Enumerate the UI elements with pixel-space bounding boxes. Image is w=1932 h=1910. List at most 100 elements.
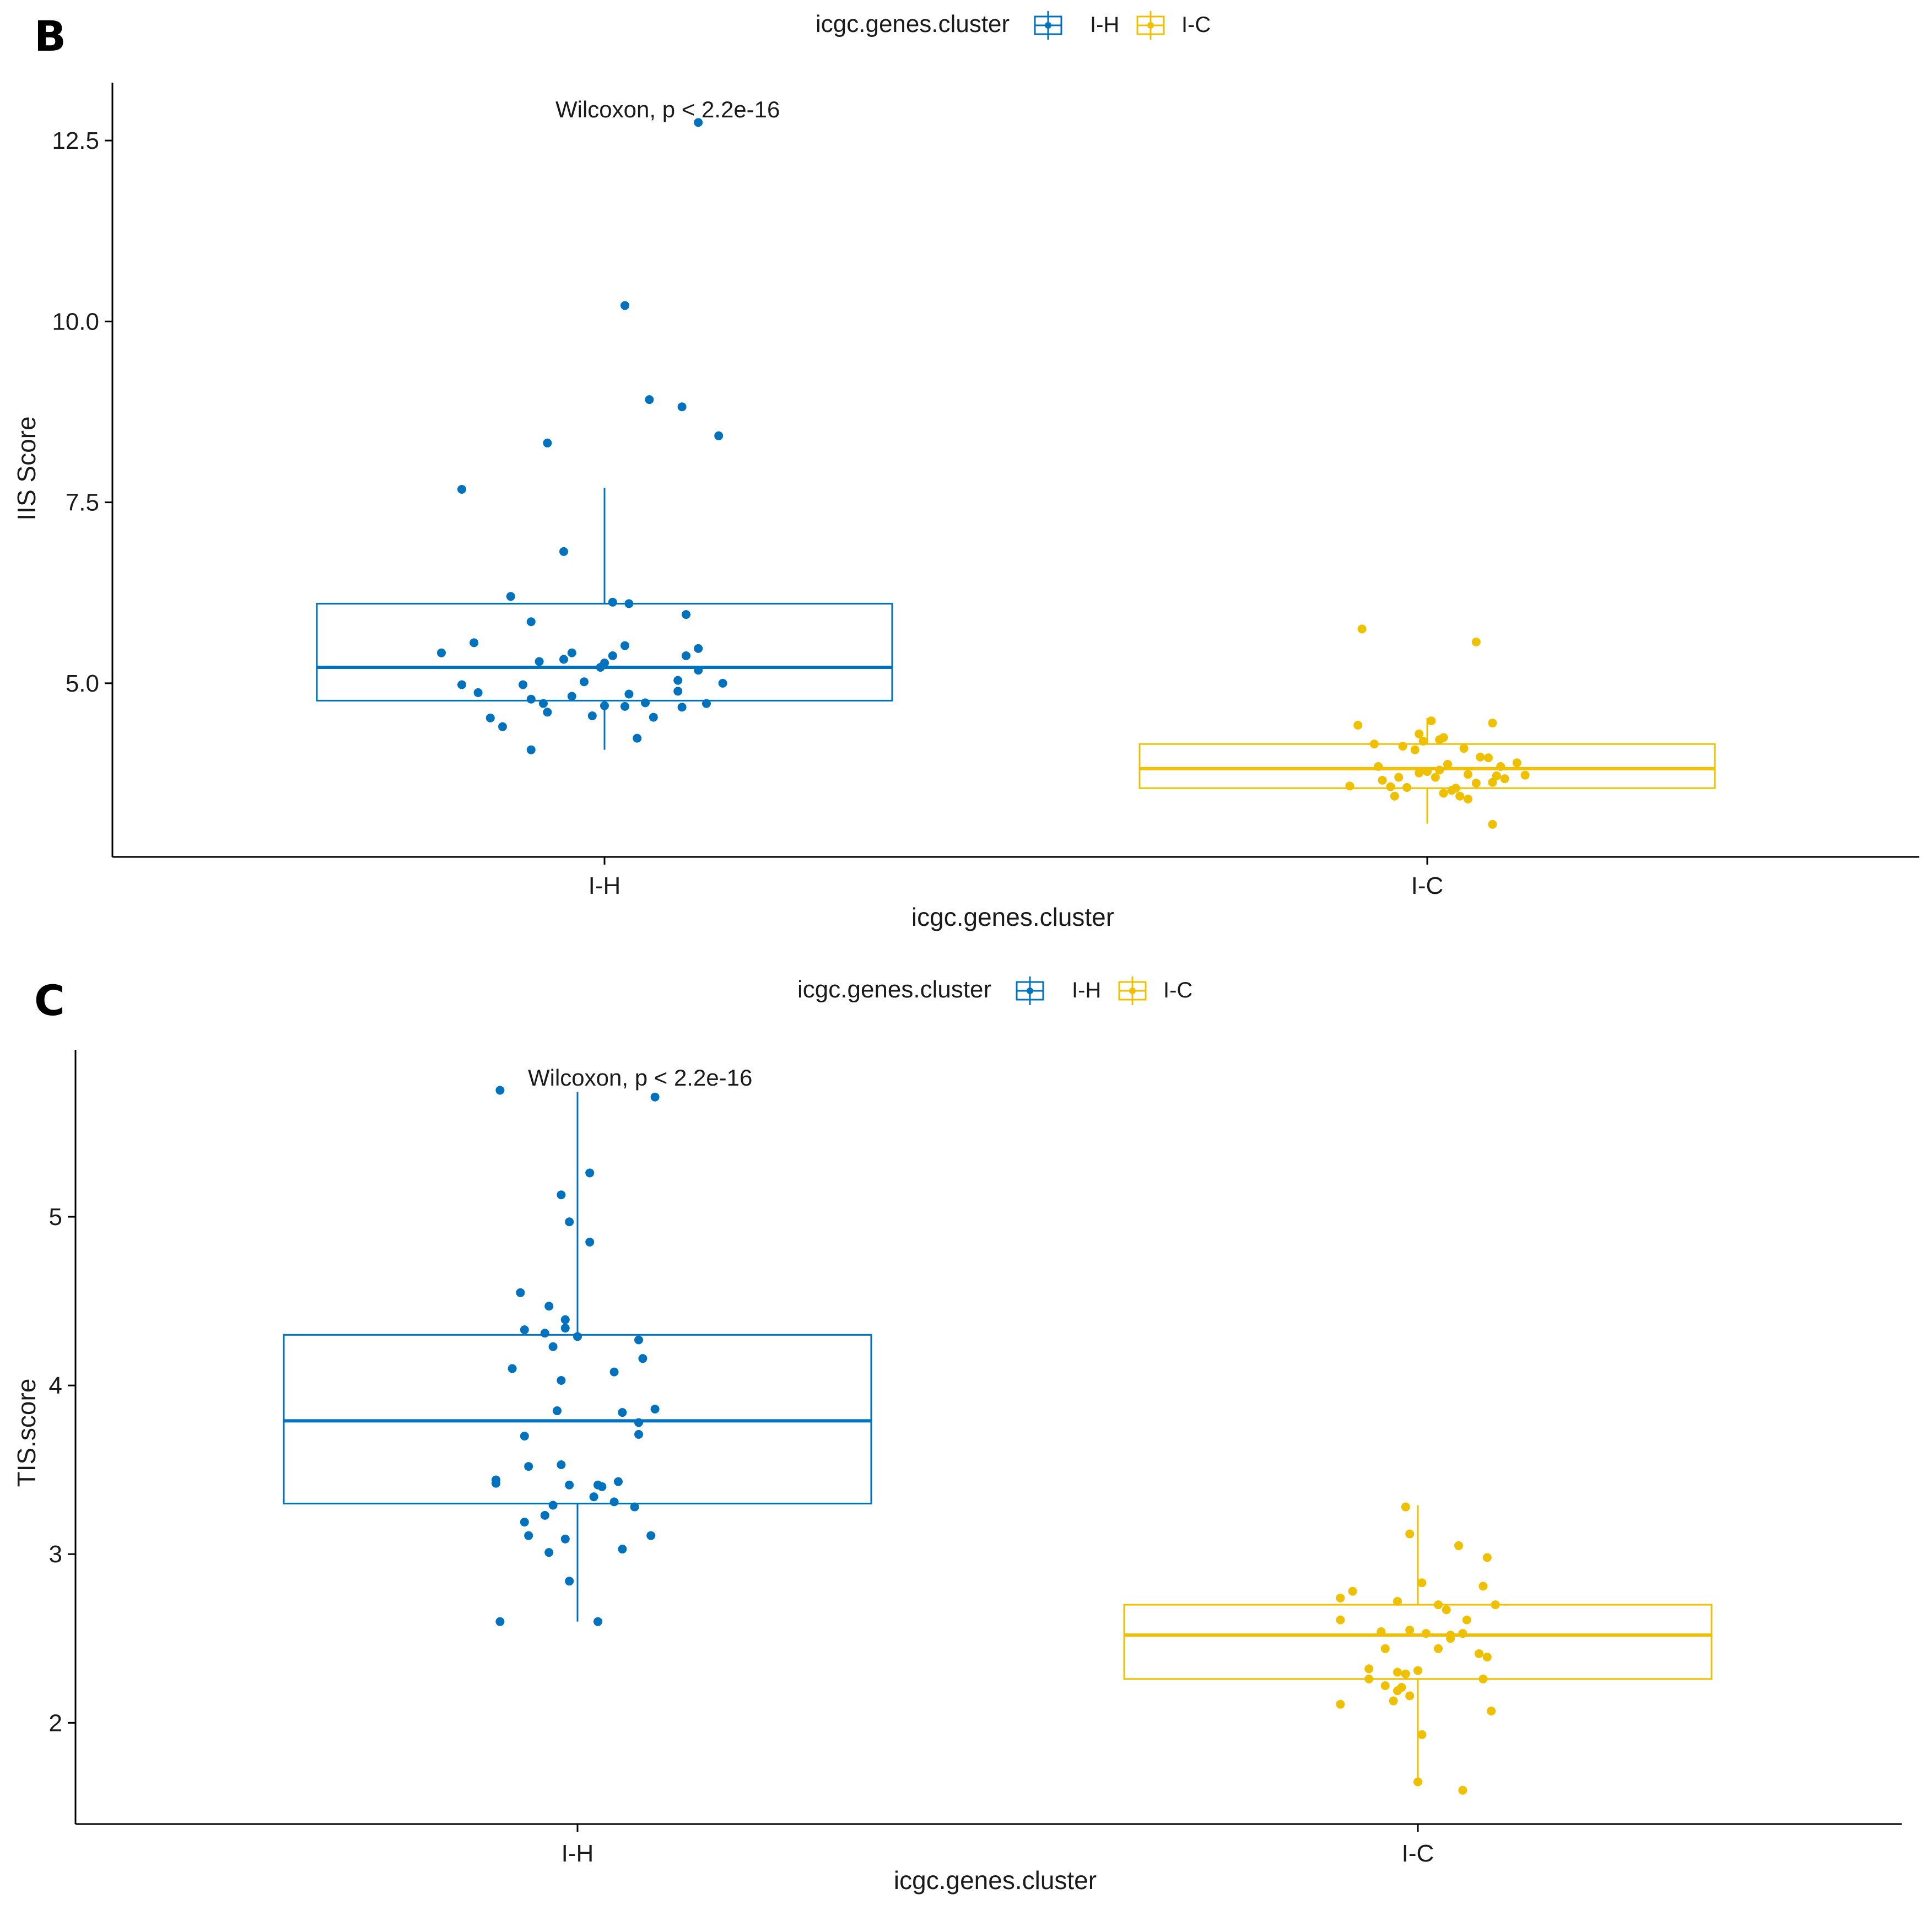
y-tick-label: 10.0	[52, 308, 99, 335]
data-point	[1413, 1777, 1422, 1787]
data-point	[714, 431, 724, 440]
data-point	[587, 711, 597, 720]
x-axis-title: icgc.genes.cluster	[911, 903, 1114, 931]
data-point	[677, 703, 687, 712]
data-point	[520, 1431, 529, 1440]
data-point	[1401, 1502, 1410, 1512]
data-point	[1357, 624, 1367, 634]
data-point	[1393, 1668, 1402, 1677]
data-point	[492, 1479, 500, 1488]
data-point	[1431, 773, 1440, 782]
x-tick-label: I-H	[562, 1840, 594, 1867]
data-point	[560, 1534, 570, 1544]
data-point	[1500, 774, 1509, 784]
data-point	[516, 1288, 525, 1297]
data-point	[565, 1480, 574, 1490]
plot-area: 2 3 4 5 I-H I-C Wilcoxon, p < 2.2e-16	[49, 1050, 1902, 1867]
data-point	[495, 1086, 505, 1095]
data-point	[630, 1502, 639, 1512]
data-point	[620, 301, 629, 310]
data-point	[718, 678, 727, 688]
data-point	[1478, 1582, 1488, 1591]
data-point	[1423, 767, 1432, 776]
data-point	[1336, 1593, 1345, 1603]
data-point	[565, 1577, 574, 1586]
data-point	[1446, 1631, 1455, 1640]
plot-area: 5.0 7.5 10.0 12.5 I-H I-C Wilcoxon, p < 2.2e-1…	[52, 83, 1919, 899]
data-point	[618, 1545, 627, 1554]
data-point	[457, 484, 466, 494]
data-point	[485, 713, 495, 722]
data-point	[1458, 1785, 1467, 1795]
data-point	[1471, 779, 1481, 788]
data-point	[1482, 1652, 1492, 1661]
y-tick-label: 5.0	[66, 670, 99, 697]
data-point	[1464, 770, 1472, 779]
data-point	[641, 698, 650, 708]
data-point	[694, 644, 703, 653]
data-point	[589, 1492, 598, 1502]
box-iqr	[316, 602, 893, 702]
data-point	[524, 1531, 533, 1540]
data-point	[633, 733, 642, 743]
data-point	[1378, 775, 1387, 785]
data-point	[645, 395, 654, 404]
data-point	[1451, 784, 1460, 793]
data-point	[620, 641, 629, 650]
legend-title: icgc.genes.cluster	[797, 976, 991, 1003]
data-point	[1364, 1664, 1374, 1674]
data-point	[437, 648, 446, 657]
box-iqr	[1123, 1604, 1713, 1680]
legend: icgc.genes.cluster I-H I-C	[797, 976, 1192, 1005]
data-point	[1390, 791, 1399, 801]
data-point	[694, 118, 703, 127]
data-point	[580, 677, 589, 687]
data-point	[1364, 1674, 1374, 1684]
data-point	[620, 702, 629, 711]
data-point	[1512, 758, 1521, 768]
y-tick-label: 12.5	[52, 127, 99, 154]
box-i-h	[283, 1086, 872, 1626]
data-point	[540, 1329, 549, 1338]
data-point	[646, 1531, 656, 1540]
data-point	[1398, 742, 1407, 751]
x-axis-title: icgc.genes.cluster	[894, 1866, 1097, 1895]
y-tick-label: 5	[49, 1204, 62, 1231]
data-point	[1462, 1615, 1471, 1625]
data-point	[1434, 1600, 1443, 1610]
data-point	[624, 689, 634, 699]
data-point	[1336, 1699, 1345, 1709]
x-tick-label: I-C	[1402, 1840, 1434, 1867]
data-point	[677, 402, 687, 412]
data-point	[585, 1168, 595, 1178]
data-point	[1484, 753, 1493, 763]
data-point	[1471, 638, 1481, 647]
legend-label-i-c: I-C	[1163, 978, 1192, 1002]
data-point	[608, 651, 617, 660]
data-point	[560, 1315, 570, 1324]
data-point	[673, 676, 683, 685]
data-point	[557, 1460, 566, 1470]
box-iqr	[1138, 743, 1716, 789]
data-point	[1491, 1600, 1500, 1610]
data-point	[1415, 729, 1424, 738]
data-point	[650, 1092, 660, 1102]
data-point	[540, 1510, 549, 1520]
data-point	[543, 708, 552, 717]
data-point	[535, 657, 544, 666]
wilcoxon-annotation: Wilcoxon, p < 2.2e-16	[528, 1065, 752, 1091]
legend-title: icgc.genes.cluster	[816, 10, 1010, 37]
data-point	[1488, 778, 1497, 787]
data-point	[694, 666, 703, 675]
data-point	[1421, 1629, 1431, 1638]
data-point	[1454, 1541, 1463, 1550]
data-point	[1405, 1529, 1415, 1539]
data-point	[559, 547, 568, 556]
data-point	[1377, 1627, 1386, 1637]
data-point	[469, 638, 479, 648]
data-point	[519, 680, 527, 689]
data-point	[1464, 794, 1472, 803]
y-tick-label: 4	[49, 1372, 62, 1399]
data-point	[457, 680, 466, 689]
data-point	[634, 1418, 643, 1427]
